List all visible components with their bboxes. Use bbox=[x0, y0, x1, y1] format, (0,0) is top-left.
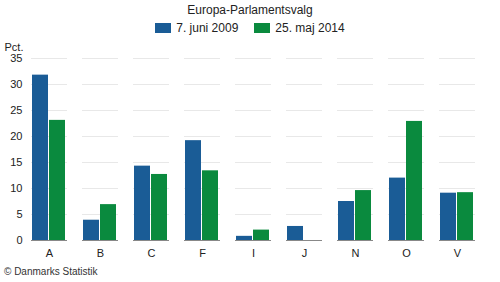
html-text:© Danmarks Statistik: © Danmarks Statistik bbox=[4, 266, 98, 277]
svg-text:25: 25 bbox=[10, 104, 22, 116]
svg-text:20: 20 bbox=[10, 130, 22, 142]
svg-text:F: F bbox=[199, 247, 206, 259]
svg-text:C: C bbox=[148, 247, 156, 259]
svg-text:J: J bbox=[302, 247, 308, 259]
svg-text:30: 30 bbox=[10, 78, 22, 90]
html-text:25. maj 2014: 25. maj 2014 bbox=[275, 21, 345, 35]
svg-text:V: V bbox=[454, 247, 462, 259]
svg-text:A: A bbox=[46, 247, 54, 259]
svg-text:35: 35 bbox=[10, 52, 22, 64]
svg-text:5: 5 bbox=[16, 208, 22, 220]
svg-text:0: 0 bbox=[16, 234, 22, 246]
svg-text:10: 10 bbox=[10, 182, 22, 194]
html-text:7. juni 2009: 7. juni 2009 bbox=[176, 21, 239, 35]
svg-text:B: B bbox=[97, 247, 104, 259]
svg-text:Pct.: Pct. bbox=[5, 41, 24, 53]
svg-text:I: I bbox=[252, 247, 255, 259]
svg-text:O: O bbox=[402, 247, 411, 259]
svg-text:N: N bbox=[352, 247, 360, 259]
svg-text:15: 15 bbox=[10, 156, 22, 168]
html-text:Europa-Parlamentsvalg: Europa-Parlamentsvalg bbox=[187, 3, 313, 17]
